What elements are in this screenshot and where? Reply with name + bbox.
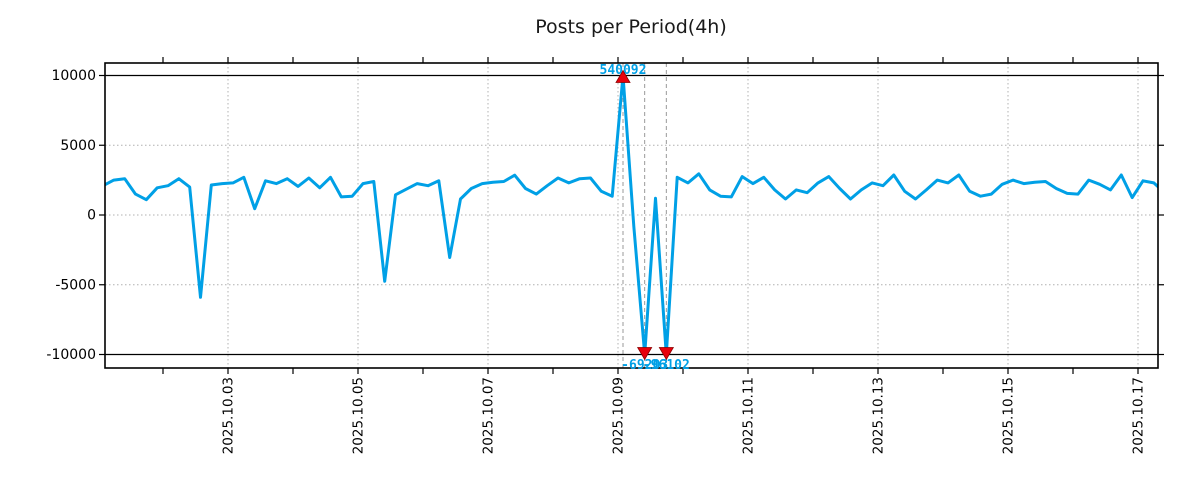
plot-frame (104, 62, 1159, 369)
x-axis-tick-label: 2025.10.15 (1001, 377, 1017, 454)
y-axis-tick-label: 5000 (60, 138, 96, 154)
posts-line-series (105, 74, 1158, 356)
min-marker-triangle-icon (658, 347, 675, 361)
min-value-label: -96102 (643, 358, 690, 373)
y-axis-tick-label: 0 (87, 208, 96, 224)
chart-title: Posts per Period(4h) (535, 16, 727, 38)
axis-ticks (99, 57, 1164, 374)
x-axis-tick-label: 2025.10.09 (611, 377, 627, 454)
x-axis-tick-label: 2025.10.05 (351, 377, 367, 454)
x-axis-tick-label: 2025.10.11 (741, 377, 757, 454)
max-marker-triangle-icon (615, 69, 631, 83)
x-axis-tick-label: 2025.10.03 (221, 377, 237, 454)
y-axis-tick-label: 10000 (51, 68, 96, 84)
min-value-label: -69203 (621, 358, 668, 373)
y-axis-tick-label: -10000 (46, 347, 96, 363)
min-marker-triangle-icon (636, 347, 653, 361)
x-axis-tick-label: 2025.10.13 (871, 377, 887, 454)
y-axis-tick-label: -5000 (55, 277, 96, 293)
x-axis-tick-label: 2025.10.07 (481, 377, 497, 454)
x-axis-tick-label: 2025.10.17 (1131, 377, 1147, 454)
gridlines (105, 63, 1158, 368)
